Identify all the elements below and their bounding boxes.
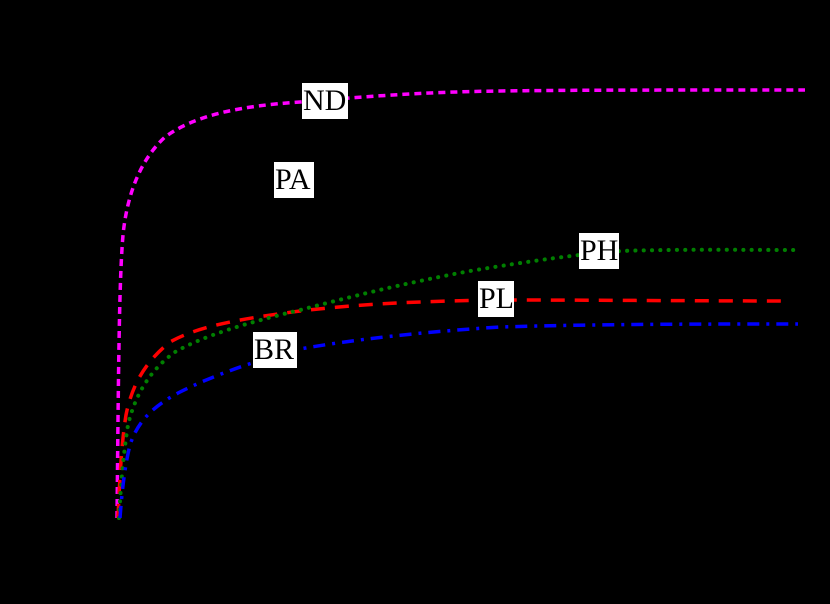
series-label-nd: ND — [302, 83, 348, 119]
series-nd-line — [115, 88, 806, 519]
series-label-pl: PL — [478, 281, 514, 317]
series-label-br: BR — [253, 332, 297, 368]
series-label-pa: PA — [274, 162, 314, 198]
series-label-ph: PH — [579, 233, 619, 269]
series-br-line — [118, 322, 799, 519]
